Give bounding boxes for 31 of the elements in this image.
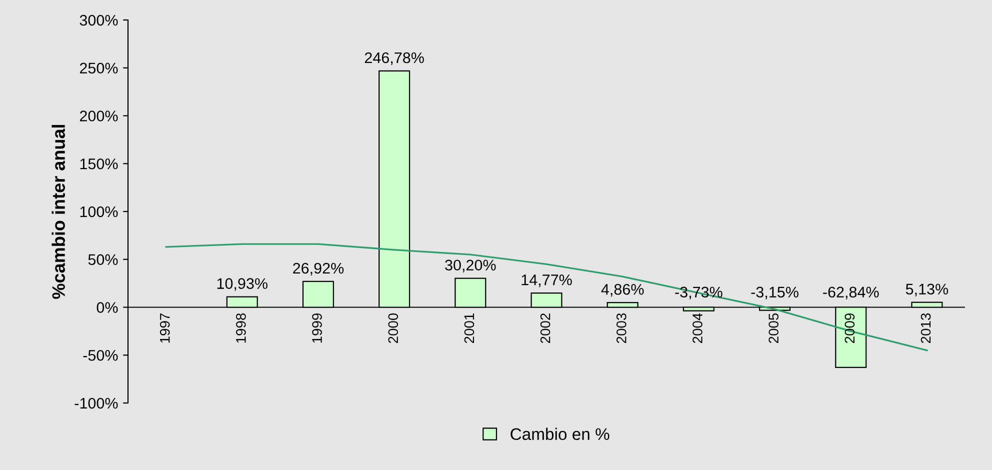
- x-tick-label: 2004: [692, 313, 702, 343]
- y-tick-label: 150%: [80, 158, 118, 170]
- legend-label: Cambio en %: [510, 428, 610, 440]
- x-tick-label: 2000: [388, 313, 398, 343]
- data-label: -62,84%: [823, 286, 879, 300]
- y-tick-label: 250%: [80, 62, 118, 74]
- data-label: 14,77%: [522, 274, 572, 288]
- x-tick-label: 1999: [312, 313, 322, 343]
- data-label: 10,93%: [217, 278, 268, 291]
- y-tick-label: 50%: [88, 254, 118, 266]
- y-tick-label: 300%: [80, 14, 118, 26]
- x-tick-label: 2003: [616, 313, 626, 343]
- x-tick-label: 2013: [920, 313, 931, 343]
- y-tick-label: 0%: [96, 302, 118, 313]
- x-tick-label: 2001: [464, 313, 474, 343]
- data-label: 5,13%: [906, 284, 948, 296]
- y-tick-label: 100%: [80, 206, 118, 218]
- x-tick-label: 2009: [844, 313, 855, 343]
- x-tick-label: 2005: [768, 313, 778, 343]
- data-label: 30,20%: [445, 260, 496, 272]
- y-tick-label: -100%: [74, 398, 118, 409]
- data-label: 26,92%: [293, 262, 344, 276]
- x-tick-label: 1997: [160, 314, 170, 343]
- y-tick-label: -50%: [83, 350, 118, 361]
- x-tick-label: 1998: [236, 313, 246, 343]
- data-label: 4,86%: [601, 284, 644, 297]
- x-tick-label: 2002: [540, 314, 550, 343]
- y-tick-label: 200%: [80, 110, 118, 122]
- data-label: -3,15%: [751, 286, 798, 300]
- data-label: 246,78%: [364, 52, 424, 65]
- y-axis-title: %cambio inter anual: [52, 124, 65, 299]
